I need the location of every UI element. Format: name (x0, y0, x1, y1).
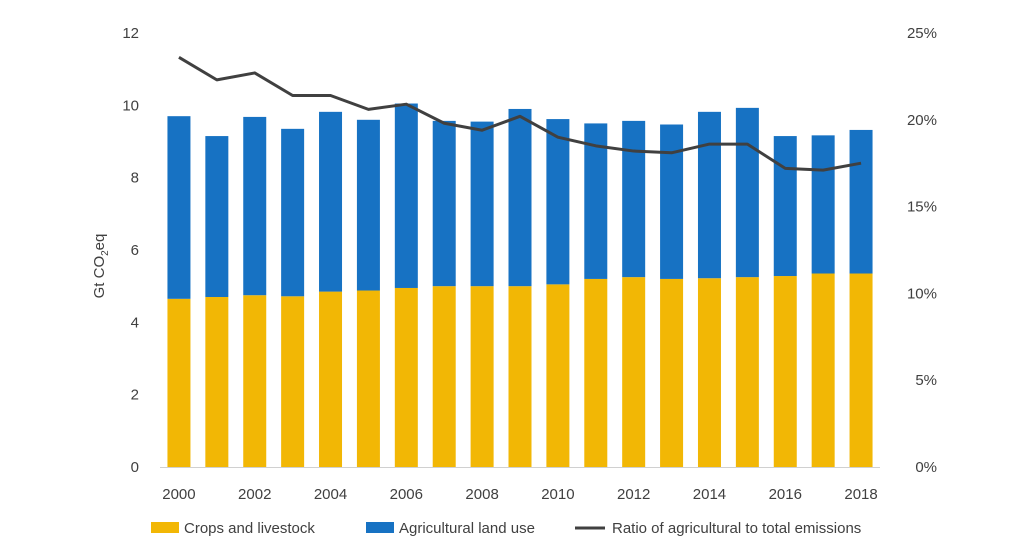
legend-swatch-crops (151, 522, 179, 533)
x-tick-label-2016: 2016 (769, 486, 802, 503)
y-left-tick-label: 10 (122, 97, 139, 114)
bar-crops-2001 (205, 297, 229, 467)
bar-land-use-2001 (205, 136, 229, 298)
bar-land-use-2011 (584, 123, 608, 279)
y-right-tick-label: 25% (907, 25, 937, 42)
bar-land-use-2012 (622, 120, 646, 278)
y-right-tick-label: 0% (915, 459, 937, 476)
bar-crops-2013 (660, 278, 684, 467)
axes-layer: 0 2 4 6 8 10 12 0% 5% 10% 15% 20% 25% 2000 2002 2004 200… (122, 25, 937, 503)
legend-label-crops: Crops and livestock (184, 520, 315, 537)
bar-crops-2015 (735, 277, 759, 468)
y-left-tick-label: 2 (131, 387, 139, 404)
bar-land-use-2015 (735, 107, 759, 278)
y-left-tick-label: 0 (131, 459, 139, 476)
bar-land-use-2005 (356, 119, 380, 291)
bar-land-use-2018 (849, 129, 873, 274)
bar-crops-2010 (546, 284, 570, 467)
bar-crops-2000 (167, 298, 191, 467)
bar-land-use-2002 (243, 116, 267, 296)
x-tick-label-2018: 2018 (844, 486, 877, 503)
y-left-tick-label: 6 (131, 242, 139, 259)
bar-land-use-2003 (281, 128, 305, 297)
bar-land-use-2008 (470, 121, 494, 287)
bar-land-use-2017 (811, 135, 835, 274)
x-tick-label-2010: 2010 (541, 486, 574, 503)
x-tick-label-2002: 2002 (238, 486, 271, 503)
legend-label-land-use: Agricultural land use (399, 520, 535, 537)
bar-crops-2017 (811, 273, 835, 467)
x-tick-label-2006: 2006 (390, 486, 423, 503)
x-tick-label-2004: 2004 (314, 486, 347, 503)
y-left-tick-label: 4 (131, 314, 139, 331)
bar-crops-2011 (584, 278, 608, 467)
bar-land-use-2014 (697, 111, 721, 279)
legend-swatch-land-use (366, 522, 394, 533)
y-axis-left-title: Gt CO2eq (91, 234, 111, 299)
bar-land-use-2016 (773, 136, 797, 277)
bar-crops-2018 (849, 273, 873, 467)
y-right-tick-label: 10% (907, 285, 937, 302)
bar-crops-2003 (281, 296, 305, 467)
x-tick-label-2000: 2000 (162, 486, 195, 503)
legend: Crops and livestock Agricultural land us… (151, 520, 861, 537)
bars-layer (167, 103, 873, 468)
bar-land-use-2000 (167, 116, 191, 299)
bar-crops-2012 (622, 277, 646, 468)
y-right-tick-label: 20% (907, 112, 937, 129)
bar-crops-2008 (470, 286, 494, 467)
y-left-tick-label: 8 (131, 170, 139, 187)
x-tick-label-2012: 2012 (617, 486, 650, 503)
y-axis-title-suffix: eq (91, 234, 108, 251)
bar-crops-2005 (356, 290, 380, 467)
bar-crops-2006 (394, 287, 418, 467)
bar-land-use-2004 (319, 111, 343, 292)
y-right-tick-label: 5% (915, 372, 937, 389)
bar-crops-2009 (508, 286, 532, 467)
x-tick-label-2008: 2008 (465, 486, 498, 503)
bar-land-use-2006 (394, 103, 418, 288)
bar-land-use-2013 (660, 124, 684, 279)
bar-crops-2004 (319, 291, 343, 467)
bar-land-use-2009 (508, 108, 532, 287)
y-axis-title-subscript: 2 (100, 250, 111, 256)
bar-crops-2014 (697, 278, 721, 467)
y-axis-title-main: Gt CO (91, 256, 108, 299)
bar-land-use-2010 (546, 119, 570, 285)
bar-crops-2016 (773, 276, 797, 467)
bar-crops-2002 (243, 295, 267, 467)
bar-crops-2007 (432, 286, 456, 467)
y-right-tick-label: 15% (907, 199, 937, 216)
ratio-line-layer (178, 56, 862, 172)
bar-land-use-2007 (432, 120, 456, 287)
y-left-tick-label: 12 (122, 25, 139, 42)
x-tick-label-2014: 2014 (693, 486, 726, 503)
legend-label-ratio: Ratio of agricultural to total emissions (612, 520, 861, 537)
